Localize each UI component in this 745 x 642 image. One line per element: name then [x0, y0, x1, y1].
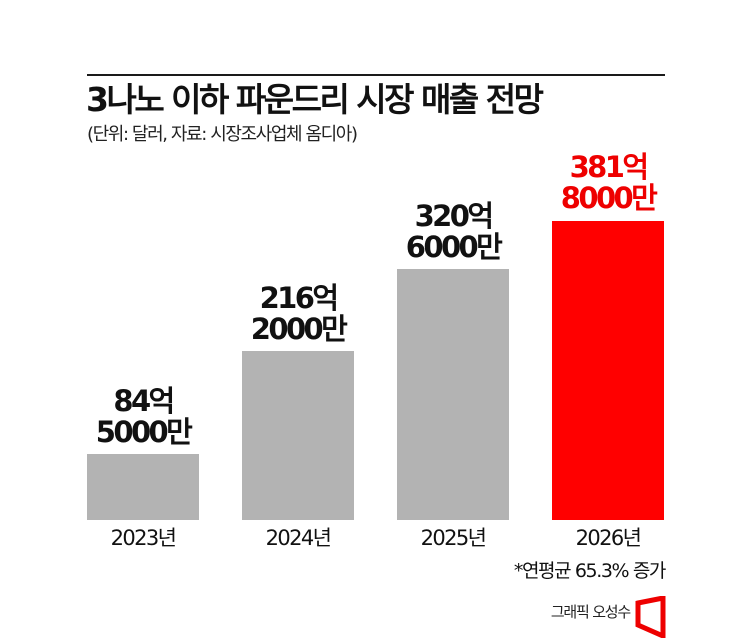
value-line-2: 2000만 [250, 312, 348, 346]
bar-2023 [87, 454, 199, 520]
top-rule [87, 74, 665, 76]
footnote-cagr: *연평균 65.3% 증가 [513, 560, 667, 582]
bar-2025 [397, 269, 509, 520]
bar-2026 [552, 221, 664, 520]
value-line-2: 5000만 [95, 415, 193, 449]
value-line-1: 84억 [113, 384, 175, 418]
graphic-credit: 그래픽 오성수 [550, 603, 631, 621]
category-label-2025: 2025년 [420, 526, 487, 550]
category-label-2024: 2024년 [265, 526, 332, 550]
chart-title: 3나노 이하 파운드리 시장 매출 전망 [86, 80, 544, 119]
value-line-1: 216억 [259, 281, 339, 315]
category-label-2026: 2026년 [575, 526, 642, 550]
chart-subtitle: (단위: 달러, 자료: 시장조사업체 옴디아) [87, 124, 358, 145]
value-line-2: 8000만 [560, 181, 658, 215]
value-line-1: 320억 [414, 199, 494, 233]
red-trapezoid-frame-icon [634, 594, 666, 640]
category-label-2023: 2023년 [110, 526, 177, 550]
value-line-1: 381억 [569, 150, 649, 184]
bar-value-label-2023: 84억 5000만 [63, 386, 223, 448]
bar-2024 [242, 351, 354, 520]
bar-value-label-2025: 320억 6000만 [373, 201, 533, 263]
bar-value-label-2026: 381억 8000만 [528, 152, 688, 214]
bar-value-label-2024: 216억 2000만 [218, 283, 378, 345]
value-line-2: 6000만 [405, 230, 503, 264]
